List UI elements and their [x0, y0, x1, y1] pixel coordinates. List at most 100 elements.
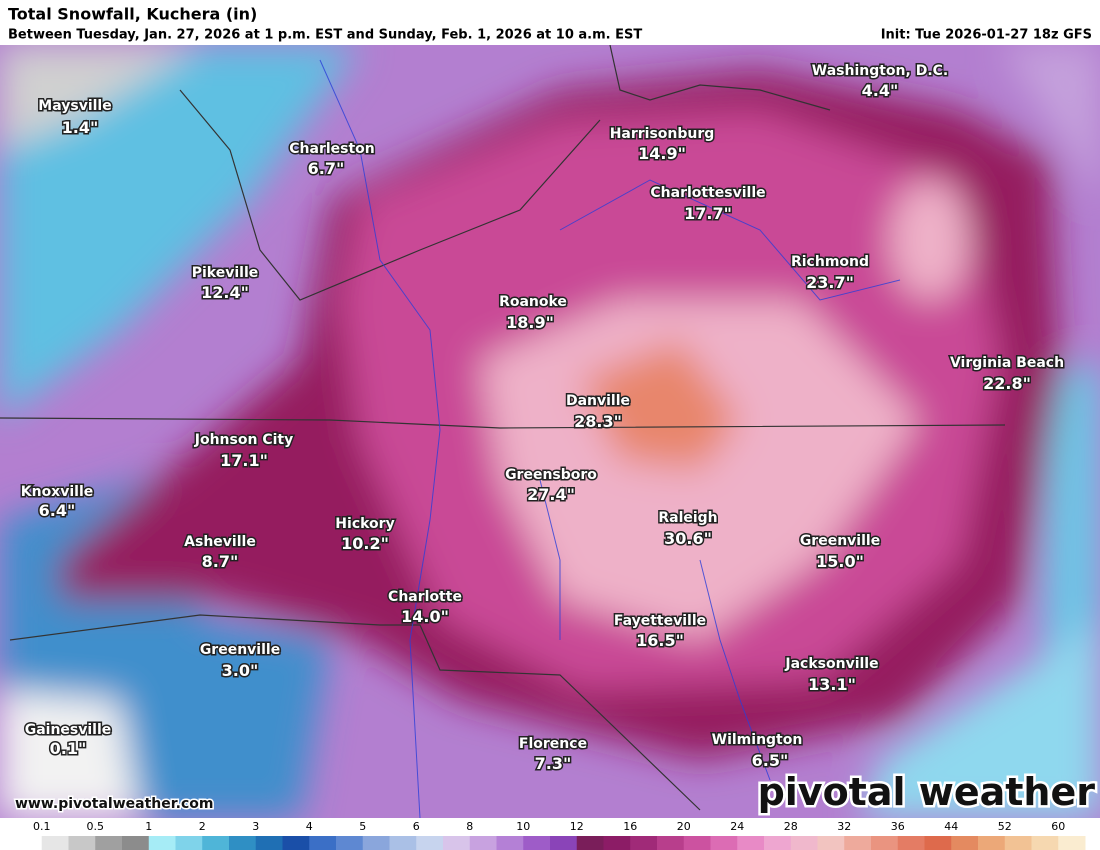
legend-swatch	[871, 836, 899, 850]
city-snowfall: 14.9"	[638, 144, 686, 163]
legend-swatch	[122, 836, 150, 850]
legend-swatch	[443, 836, 471, 850]
legend-swatch	[897, 836, 925, 850]
city-name: Greenville	[200, 642, 280, 658]
legend-tick-label: 0.1	[33, 820, 51, 833]
city-snowfall: 18.9"	[506, 313, 554, 332]
legend-tick-label: 16	[623, 820, 637, 833]
legend-swatch	[496, 836, 524, 850]
city-name: Washington, D.C.	[812, 63, 948, 79]
city-name: Pikeville	[192, 265, 259, 281]
city-snowfall: 8.7"	[202, 552, 239, 571]
city-snowfall: 10.2"	[341, 534, 389, 553]
title: Total Snowfall, Kuchera (in)	[8, 5, 257, 24]
legend-tick-label: 36	[891, 820, 905, 833]
legend-swatch	[1058, 836, 1086, 850]
legend-swatch	[469, 836, 497, 850]
legend-swatch	[255, 836, 283, 850]
legend-swatch	[41, 836, 69, 850]
city-snowfall: 17.7"	[684, 204, 732, 223]
city-snowfall: 17.1"	[220, 451, 268, 470]
city-snowfall: 12.4"	[201, 283, 249, 302]
city-name: Raleigh	[658, 510, 717, 526]
city-name: Richmond	[791, 254, 869, 270]
legend-tick-label: 5	[359, 820, 366, 833]
init-label: Init: Tue 2026-01-27 18z GFS	[881, 28, 1092, 43]
city-name: Greensboro	[505, 467, 597, 483]
legend-swatch	[951, 836, 979, 850]
legend-swatch	[737, 836, 765, 850]
legend-tick-label: 0.5	[87, 820, 105, 833]
legend-tick-label: 32	[837, 820, 851, 833]
legend-swatch	[603, 836, 631, 850]
legend-tick-label: 8	[466, 820, 473, 833]
legend-swatch	[790, 836, 818, 850]
legend-swatch	[1004, 836, 1032, 850]
legend-tick-label: 60	[1051, 820, 1065, 833]
city-snowfall: 30.6"	[664, 529, 712, 548]
city-name: Fayetteville	[614, 613, 706, 629]
legend-swatch	[1031, 836, 1059, 850]
legend-swatch	[175, 836, 203, 850]
city-snowfall: 6.7"	[308, 159, 345, 178]
city-name: Hickory	[335, 516, 394, 532]
legend-swatch	[202, 836, 230, 850]
logo: pivotal weather	[758, 770, 1096, 814]
city-name: Wilmington	[712, 732, 803, 748]
city-name: Charlottesville	[650, 185, 765, 201]
legend-tick-label: 20	[677, 820, 691, 833]
legend-swatch	[416, 836, 444, 850]
legend-swatch	[68, 836, 96, 850]
legend-swatch	[229, 836, 257, 850]
legend-tick-label: 2	[199, 820, 206, 833]
city-name: Florence	[519, 736, 587, 752]
legend-tick-label: 52	[998, 820, 1012, 833]
legend-swatch	[630, 836, 658, 850]
city-name: Johnson City	[194, 432, 293, 448]
legend-swatch	[683, 836, 711, 850]
state-borders	[0, 45, 1006, 811]
legend-swatch	[924, 836, 952, 850]
legend-tick-label: 6	[413, 820, 420, 833]
legend-tick-label: 10	[516, 820, 530, 833]
legend-swatch	[576, 836, 604, 850]
legend-swatch	[282, 836, 310, 850]
city-name: Jacksonville	[784, 656, 878, 672]
city-snowfall: 16.5"	[636, 631, 684, 650]
city-snowfall: 27.4"	[527, 485, 575, 504]
legend-swatch	[95, 836, 123, 850]
city-snowfall: 22.8"	[983, 374, 1031, 393]
city-name: Charlotte	[388, 589, 462, 605]
snowfall-field	[0, 45, 1100, 818]
legend-swatch	[148, 836, 176, 850]
city-snowfall: 23.7"	[806, 273, 854, 292]
legend-swatch	[657, 836, 685, 850]
website: www.pivotalweather.com	[15, 796, 214, 812]
city-name: Asheville	[184, 534, 256, 550]
city-snowfall: 6.5"	[752, 751, 789, 770]
rivers	[319, 59, 901, 818]
legend-swatch	[844, 836, 872, 850]
legend-swatch	[764, 836, 792, 850]
legend-tick-label: 28	[784, 820, 798, 833]
subtitle: Between Tuesday, Jan. 27, 2026 at 1 p.m.…	[8, 28, 642, 43]
legend-swatch	[550, 836, 578, 850]
city-snowfall: 4.4"	[862, 81, 899, 100]
city-snowfall: 1.4"	[62, 118, 99, 137]
legend-tick-label: 24	[730, 820, 744, 833]
legend-tick-label: 3	[252, 820, 259, 833]
city-name: Roanoke	[499, 294, 567, 310]
legend-swatch	[15, 836, 43, 850]
city-name: Greenville	[800, 533, 880, 549]
city-name: Harrisonburg	[610, 126, 715, 142]
city-snowfall: 13.1"	[808, 675, 856, 694]
city-name: Virginia Beach	[950, 355, 1064, 371]
city-snowfall: 28.3"	[574, 412, 622, 431]
city-snowfall: 14.0"	[401, 607, 449, 626]
city-snowfall: 3.0"	[222, 661, 259, 680]
city-snowfall: 7.3"	[535, 754, 572, 773]
legend-swatch	[362, 836, 390, 850]
city-name: Knoxville	[21, 484, 93, 500]
